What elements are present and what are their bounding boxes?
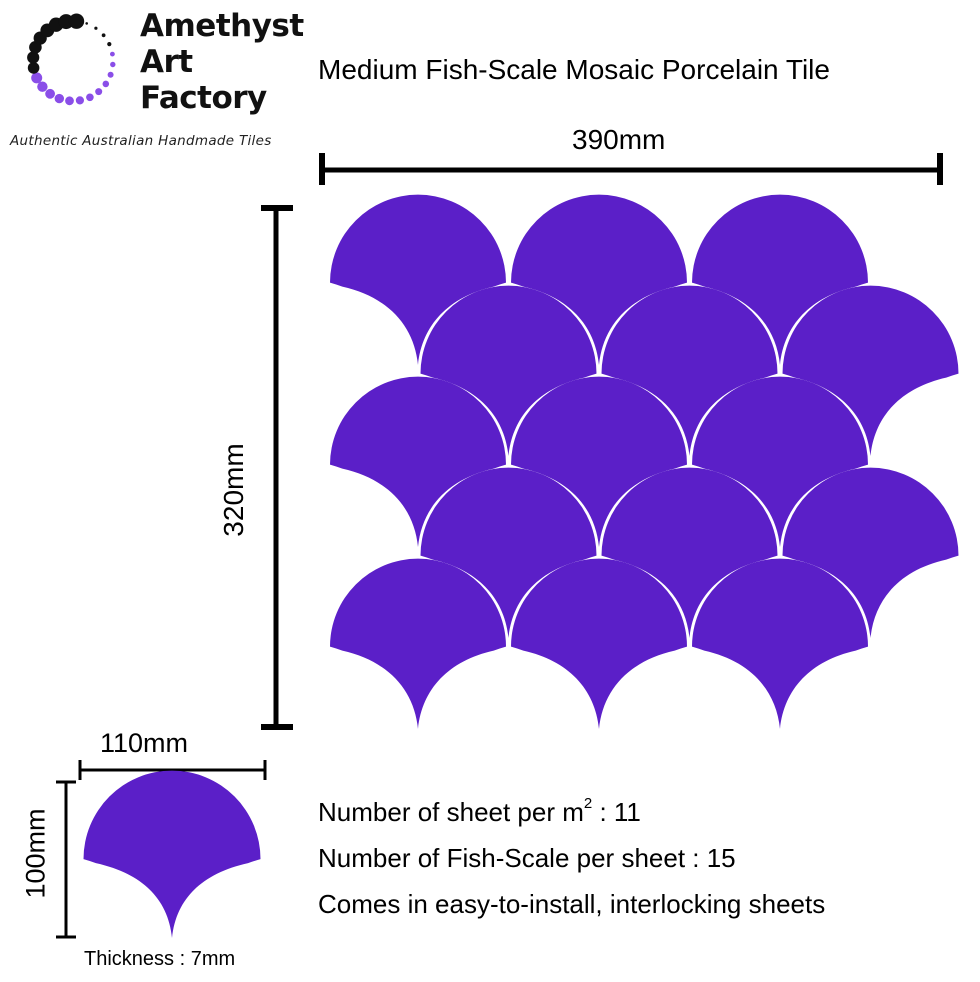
brand-name-line-2: Art <box>140 44 193 80</box>
product-title: Medium Fish-Scale Mosaic Porcelain Tile <box>318 54 830 85</box>
scales-per-sheet-text: Number of Fish-Scale per sheet : 15 <box>318 843 736 873</box>
sheet-fish-scale-tile <box>511 376 687 547</box>
sheet-fish-scale-tile <box>601 285 778 456</box>
square-exponent: 2 <box>583 795 593 812</box>
sheet-fish-scale-tile <box>692 558 868 729</box>
logo-dot <box>85 22 88 25</box>
sheet-fish-scale-tile <box>692 194 868 365</box>
sheet-fish-scale-tile <box>511 558 687 729</box>
sheet-width-label: 390mm <box>572 124 666 155</box>
sheet-height-label: 320mm <box>218 443 249 537</box>
sheet-fish-scale-tile <box>330 376 506 547</box>
sheet-fish-scale-tile <box>330 194 506 365</box>
logo-dot <box>68 13 85 29</box>
logo-dot <box>45 88 55 99</box>
logo-dot <box>94 26 98 30</box>
logo-dot <box>110 61 116 68</box>
amethyst-logo-icon <box>27 13 116 106</box>
logo-dot <box>27 51 40 64</box>
logo-dot <box>65 96 74 106</box>
sheet-fish-scale-tile <box>420 467 597 638</box>
tile-thickness-label: Thickness : 7mm <box>84 948 236 970</box>
logo-dot <box>107 71 114 78</box>
single-fish-scale-tile <box>83 770 261 938</box>
brand-tagline: Authentic Australian Handmade Tiles <box>10 133 272 149</box>
logo-dot <box>31 72 43 84</box>
logo-dot <box>37 81 48 92</box>
sheets-per-m2-text: Number of sheet per m2 : 11 <box>318 795 641 828</box>
sheet-fish-scale-tile <box>330 558 506 729</box>
tile-height-label: 100mm <box>20 808 51 899</box>
logo-dot <box>107 42 112 47</box>
sheets-per-m2-prefix: Number of sheet per m <box>318 797 584 827</box>
sheet-fish-scale-tile <box>601 467 778 638</box>
logo-dot <box>101 33 106 38</box>
sheet-fish-scale-tile <box>782 467 959 638</box>
logo-dot <box>102 80 110 88</box>
logo-dot <box>95 88 103 96</box>
tile-width-label: 110mm <box>100 728 189 758</box>
logo-dot <box>110 51 115 57</box>
install-note-text: Comes in easy-to-install, interlocking s… <box>318 889 826 919</box>
sheet-fish-scale-tile <box>511 194 687 365</box>
sheets-per-m2-value: : 11 <box>592 797 641 827</box>
sheet-fish-scale-tile <box>782 285 959 456</box>
brand-name-line-3: Factory <box>140 80 267 116</box>
sheet-fish-scale-tile <box>692 376 868 547</box>
logo-dot <box>86 93 94 102</box>
brand-name-line-1: Amethyst <box>140 8 304 44</box>
logo-dot <box>75 96 84 105</box>
logo-dot <box>27 62 40 74</box>
sheet-fish-scale-tile <box>420 285 597 456</box>
logo-dot <box>54 93 64 104</box>
